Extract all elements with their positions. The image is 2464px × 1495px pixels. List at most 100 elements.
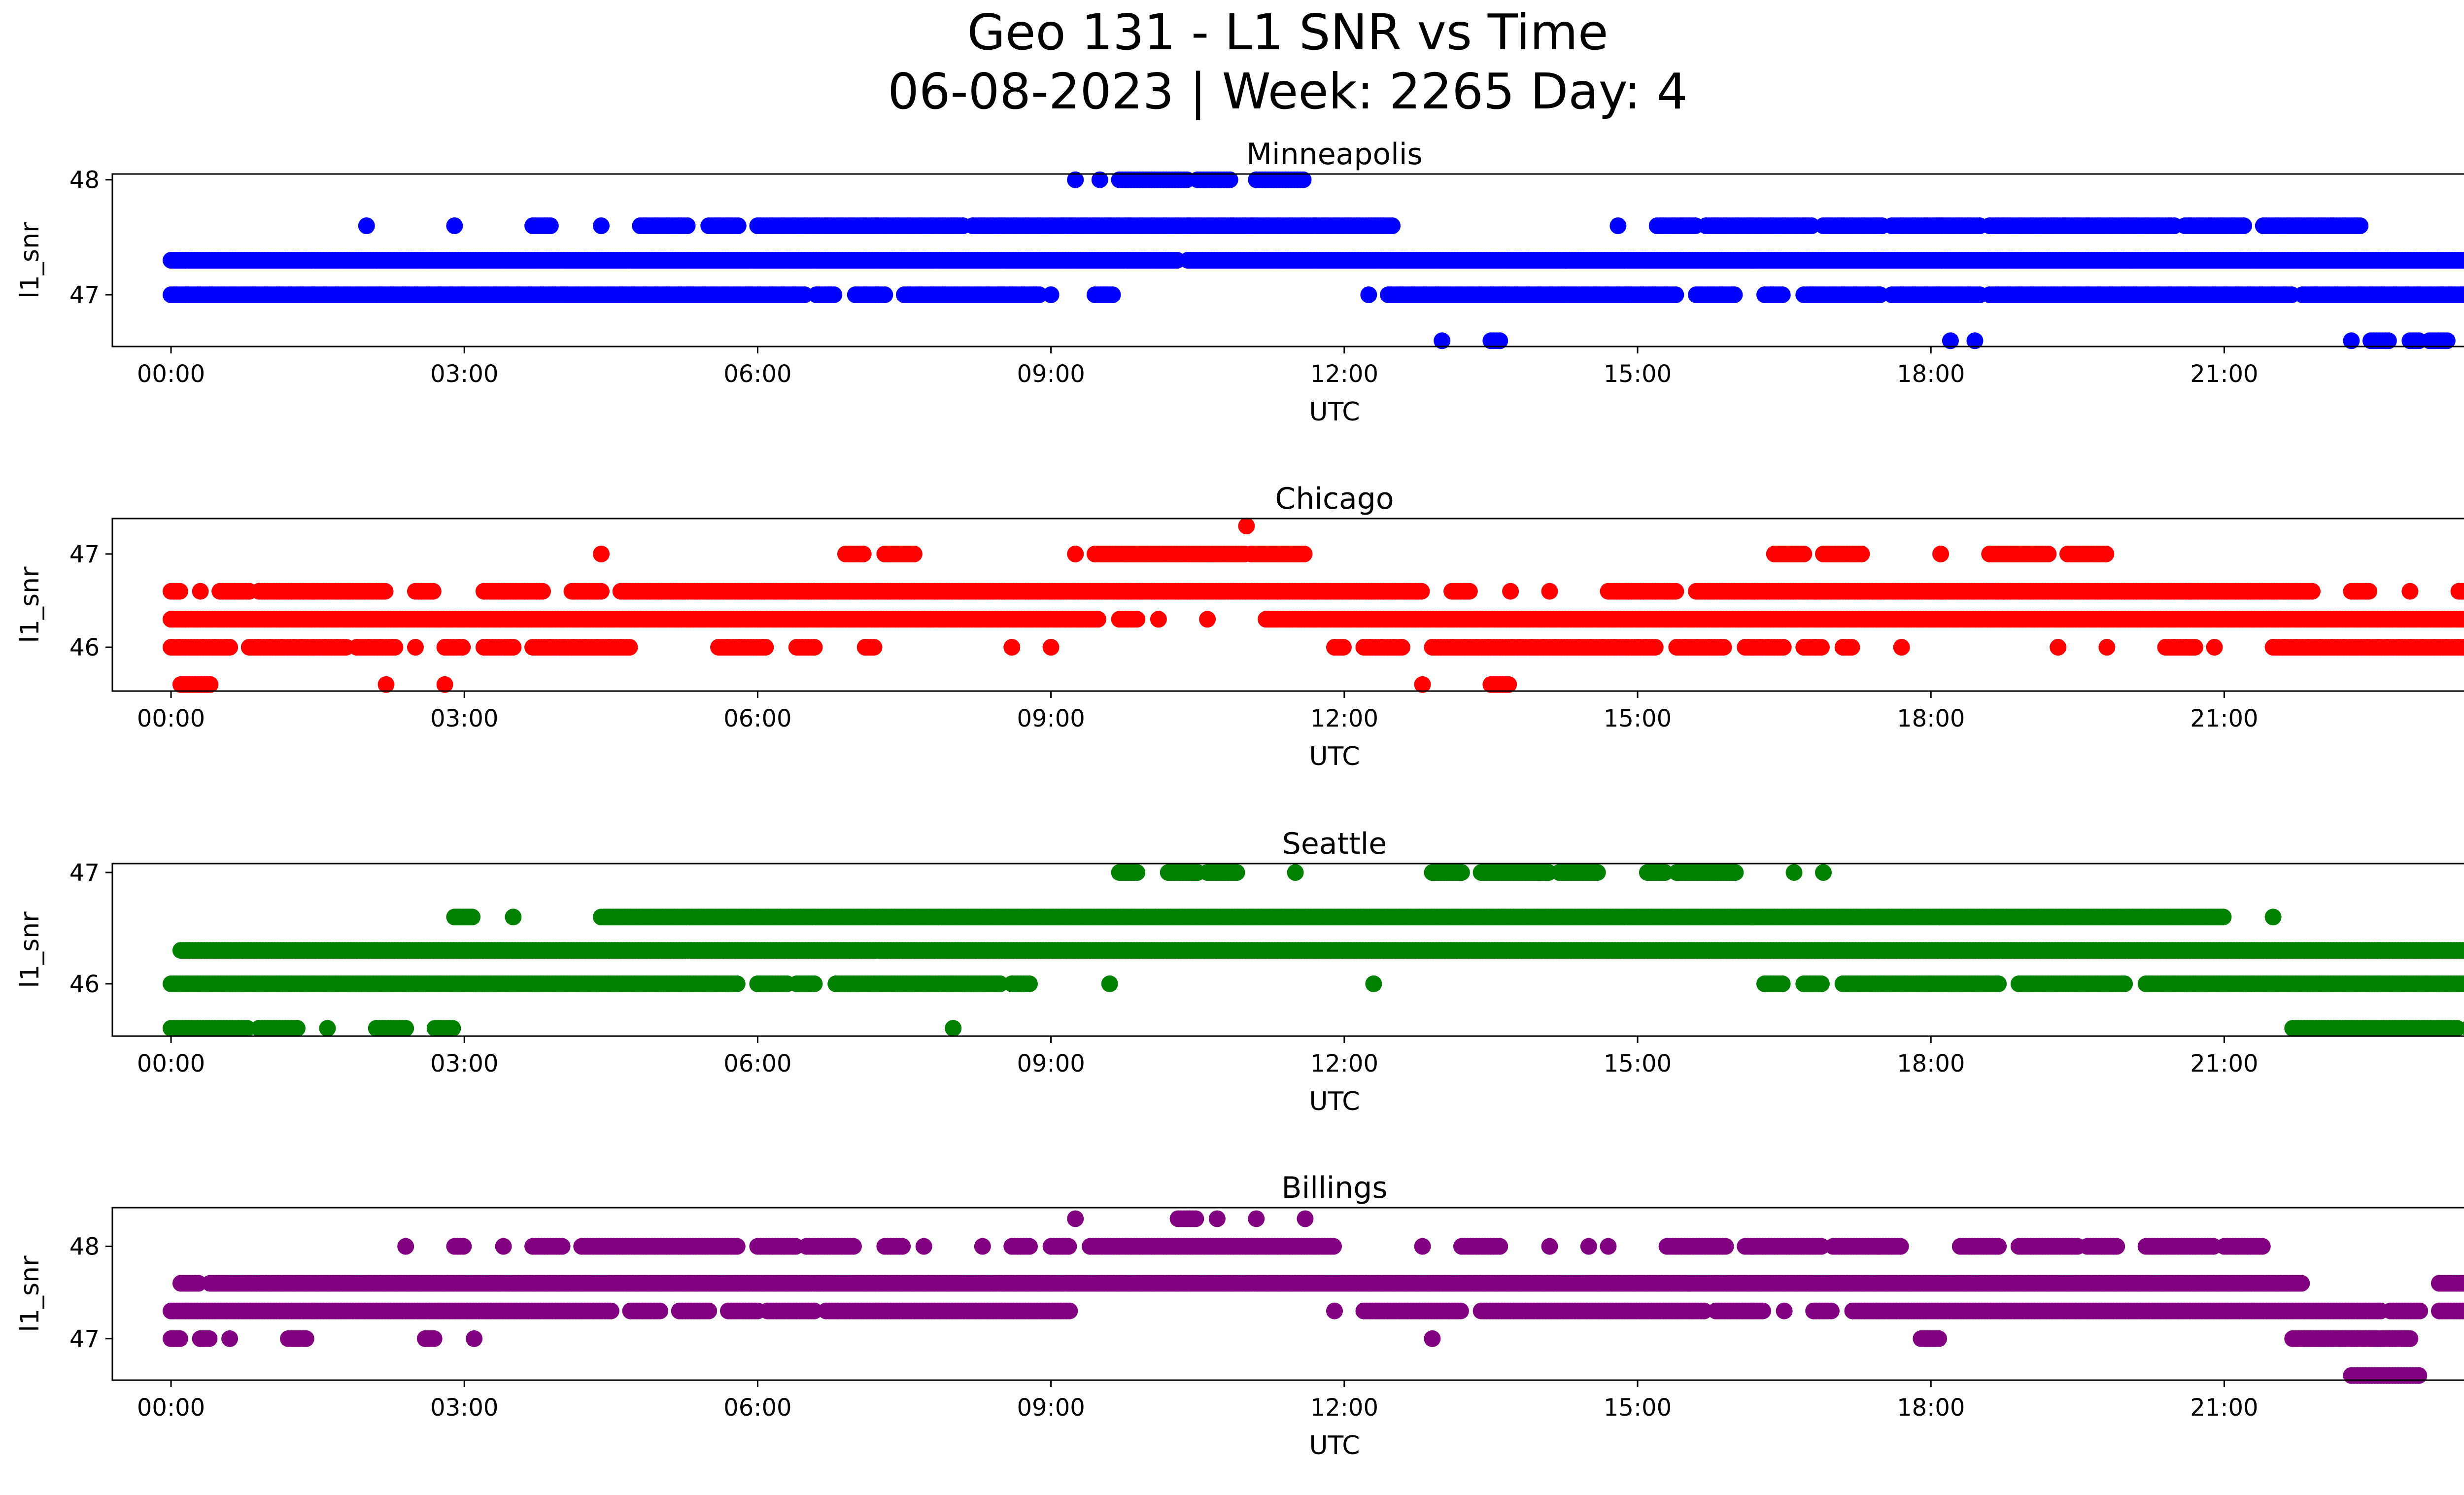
data-point bbox=[855, 545, 872, 562]
data-point bbox=[2215, 908, 2232, 926]
data-point bbox=[1774, 286, 1791, 303]
data-point bbox=[1295, 171, 1312, 188]
subplot-title: Minneapolis bbox=[1246, 137, 1423, 172]
data-point bbox=[1589, 864, 1606, 881]
data-point bbox=[2401, 583, 2419, 600]
data-point bbox=[1393, 639, 1410, 656]
data-point bbox=[1667, 286, 1684, 303]
data-point bbox=[534, 583, 551, 600]
data-point bbox=[1360, 286, 1377, 303]
data-point bbox=[593, 545, 610, 562]
data-point bbox=[1089, 611, 1106, 628]
data-point bbox=[1067, 545, 1084, 562]
data-point bbox=[593, 583, 610, 600]
data-point bbox=[796, 286, 813, 303]
data-point bbox=[386, 639, 404, 656]
data-point bbox=[1003, 639, 1021, 656]
data-point bbox=[2097, 545, 2115, 562]
data-point bbox=[1646, 639, 1664, 656]
data-point bbox=[621, 639, 638, 656]
data-point bbox=[1091, 171, 1108, 188]
data-point bbox=[505, 639, 522, 656]
data-point bbox=[1932, 545, 1950, 562]
data-point bbox=[505, 908, 522, 926]
x-tick-label: 12:00 bbox=[1310, 360, 1378, 388]
data-point bbox=[1461, 583, 1478, 600]
data-point bbox=[679, 217, 696, 234]
data-point bbox=[1287, 864, 1304, 881]
data-point bbox=[2461, 254, 2464, 267]
figure-subtitle: 06-08-2023 | Week: 2265 Day: 4 bbox=[888, 63, 1687, 120]
data-point bbox=[1803, 217, 1820, 234]
y-axis-label: l1_snr bbox=[15, 222, 45, 299]
data-point bbox=[1893, 639, 1910, 656]
x-tick-label: 03:00 bbox=[430, 705, 498, 732]
data-points bbox=[163, 171, 2464, 349]
data-point bbox=[865, 639, 883, 656]
data-point bbox=[1384, 217, 1401, 234]
x-tick-label: 09:00 bbox=[1017, 705, 1085, 732]
data-point bbox=[1129, 611, 1146, 628]
data-point bbox=[905, 545, 923, 562]
data-point bbox=[1541, 583, 1558, 600]
data-point bbox=[2264, 908, 2282, 926]
y-axis-label: l1_snr bbox=[15, 566, 45, 643]
x-tick-label: 06:00 bbox=[723, 705, 791, 732]
data-point bbox=[1199, 611, 1216, 628]
y-tick-label: 48 bbox=[69, 167, 100, 194]
data-point bbox=[1843, 639, 1860, 656]
data-point bbox=[2352, 217, 2369, 234]
x-tick-label: 09:00 bbox=[1017, 360, 1085, 388]
x-tick-label: 06:00 bbox=[723, 360, 791, 388]
data-point bbox=[2098, 639, 2116, 656]
data-point bbox=[1502, 583, 1519, 600]
data-point bbox=[1853, 545, 1870, 562]
data-point bbox=[446, 217, 463, 234]
x-tick-label: 21:00 bbox=[2190, 705, 2258, 732]
x-tick-label: 03:00 bbox=[430, 360, 498, 388]
data-point bbox=[825, 286, 843, 303]
data-point bbox=[757, 639, 774, 656]
x-tick-label: 12:00 bbox=[1310, 705, 1378, 732]
x-tick-label: 00:00 bbox=[137, 705, 205, 732]
x-tick-label: 21:00 bbox=[2190, 360, 2258, 388]
data-point bbox=[1726, 286, 1743, 303]
x-tick-label: 18:00 bbox=[1897, 705, 1965, 732]
x-tick-label: 00:00 bbox=[137, 360, 205, 388]
data-point bbox=[192, 583, 209, 600]
data-point bbox=[2206, 639, 2223, 656]
data-point bbox=[2186, 639, 2203, 656]
data-point bbox=[876, 286, 893, 303]
data-point bbox=[1413, 583, 1430, 600]
data-point bbox=[1815, 864, 1832, 881]
data-point bbox=[1150, 611, 1167, 628]
figure-title: Geo 131 - L1 SNR vs Time bbox=[967, 3, 1608, 61]
data-point bbox=[1335, 639, 1352, 656]
data-point bbox=[1067, 171, 1084, 188]
data-point bbox=[1129, 864, 1146, 881]
subplot-title: Seattle bbox=[1282, 827, 1387, 861]
data-point bbox=[454, 639, 471, 656]
data-point bbox=[2235, 217, 2253, 234]
subplot-title: Chicago bbox=[1275, 482, 1394, 516]
data-point bbox=[221, 639, 239, 656]
data-point bbox=[1453, 864, 1470, 881]
data-point bbox=[1221, 171, 1238, 188]
data-point bbox=[1795, 545, 1813, 562]
x-axis-label: UTC bbox=[1309, 742, 1360, 771]
data-point bbox=[1813, 639, 1830, 656]
data-point bbox=[542, 217, 559, 234]
data-point bbox=[1296, 545, 1313, 562]
data-point bbox=[1030, 286, 1048, 303]
data-point bbox=[1609, 217, 1627, 234]
data-point bbox=[1667, 583, 1684, 600]
x-tick-label: 18:00 bbox=[1897, 360, 1965, 388]
data-point bbox=[729, 217, 747, 234]
data-point bbox=[1775, 639, 1792, 656]
data-point bbox=[1228, 864, 1245, 881]
y-tick-label: 47 bbox=[69, 281, 100, 309]
data-point bbox=[1042, 286, 1060, 303]
data-point bbox=[2304, 583, 2321, 600]
